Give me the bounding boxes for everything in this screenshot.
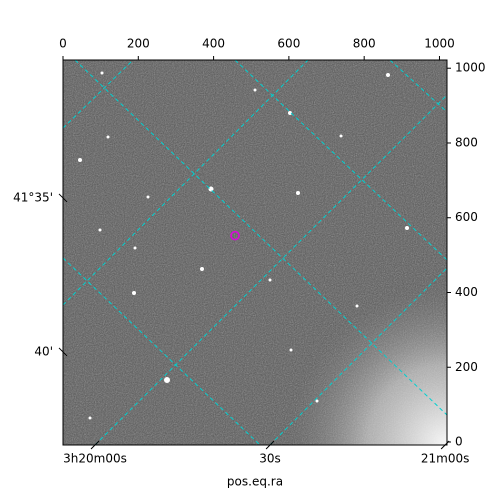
x-axis-label: pos.eq.ra: [227, 475, 283, 489]
y-tick-label: 1000: [455, 61, 486, 75]
world-x-tick: [440, 440, 450, 450]
y-tick-label: 400: [455, 285, 478, 299]
world-y-tick-label: 41°35': [13, 190, 53, 204]
x-tick-label: 200: [127, 37, 150, 51]
y-tick-label: 0: [455, 435, 463, 449]
world-x-tick-label: 3h20m00s: [63, 452, 127, 466]
x-tick-label: 400: [202, 37, 225, 51]
world-x-tick-label: 30s: [259, 452, 281, 466]
y-tick-label: 600: [455, 210, 478, 224]
x-tick-label: 600: [277, 37, 300, 51]
x-tick-label: 800: [353, 37, 376, 51]
world-y-tick: [58, 193, 68, 203]
world-y-tick-label: 40': [34, 344, 53, 358]
world-x-tick: [90, 440, 100, 450]
world-x-tick: [265, 440, 275, 450]
stars: [78, 71, 409, 420]
coordinate-grid: [63, 60, 447, 445]
image: [63, 60, 447, 445]
x-tick-label: 0: [59, 37, 67, 51]
y-tick-label: 200: [455, 360, 478, 374]
world-x-tick-label: 21m00s: [421, 452, 469, 466]
world-y-tick: [58, 347, 68, 357]
marker: [230, 230, 240, 241]
y-tick-label: 800: [455, 135, 478, 149]
frame: [62, 59, 448, 446]
x-tick-label: 1000: [424, 37, 455, 51]
